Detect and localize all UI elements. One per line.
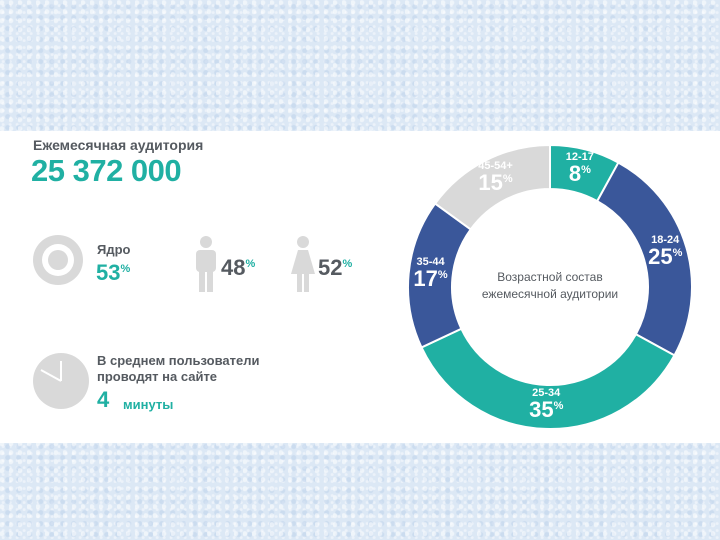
slice-value: 8% [568,160,591,186]
slice-value: 17% [413,265,448,291]
donut-slice-45-54+ [433,143,551,231]
slice-label-25-34: 25-34 35% [521,386,571,422]
slice-category: 45-54+ [478,160,513,173]
monthly-audience-label: Ежемесячная аудитория [33,137,204,153]
core-value: 53% [96,260,130,286]
core-percent-sign: % [120,263,131,275]
clock-icon [33,353,89,409]
female-percent-sign: % [342,258,353,270]
slice-category: 25-34 [532,386,561,399]
slice-category: 35-44 [416,255,445,268]
slice-value: 25% [648,243,683,269]
time-text-line2: проводят на сайте [97,369,218,384]
slice-label-45-54+: 45-54+ 15% [471,161,521,194]
time-unit: минуты [123,397,174,412]
time-text-line1: В среднем пользователи [97,353,260,368]
age-donut-chart [407,143,693,430]
target-icon [33,235,83,285]
male-percent-sign: % [245,258,256,270]
slice-label-35-44: 35-44 17% [406,255,456,291]
female-percent: 52 [318,255,343,280]
core-label: Ядро [97,242,131,257]
donut-slice-25-34 [420,327,676,430]
female-icon [291,236,315,292]
slice-label-12-17: 12-17 8% [555,150,605,186]
chart-center-title-line2: ежемесячной аудитории [481,287,619,301]
core-percent: 53 [96,260,121,285]
male-icon [196,236,216,292]
slice-value: 15% [478,170,513,196]
slice-category: 12-17 [565,150,594,163]
monthly-audience-value: 25 372 000 [31,153,182,188]
male-percent: 48 [221,255,246,280]
female-value: 52% [318,255,352,281]
slice-label-18-24: 18-24 25% [640,233,690,269]
chart-center-title-line1: Возрастной состав [497,270,603,284]
slice-value: 35% [529,396,564,422]
male-value: 48% [221,255,255,281]
slice-category: 18-24 [651,233,680,246]
time-value: 4 [97,387,110,412]
